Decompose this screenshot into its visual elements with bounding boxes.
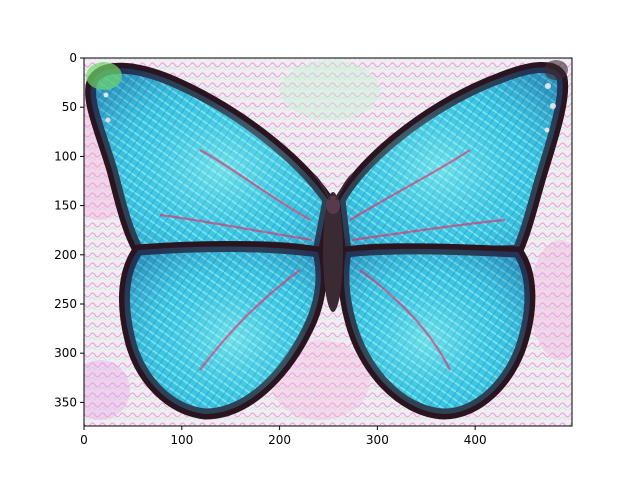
y-tick-label: 250 — [54, 297, 77, 311]
y-tick-label: 100 — [54, 149, 77, 163]
y-tick-label: 150 — [54, 199, 77, 213]
y-tick-label: 350 — [54, 395, 77, 409]
x-tick-label: 0 — [80, 433, 88, 447]
butterfly-image — [84, 58, 572, 426]
x-tick-label: 300 — [366, 433, 389, 447]
y-tick-label: 200 — [54, 248, 77, 262]
wing-veins — [159, 149, 506, 371]
butterfly-body — [313, 174, 353, 312]
edge-spots — [103, 83, 556, 133]
axes-frame — [83, 57, 573, 427]
x-tick-label: 400 — [464, 433, 487, 447]
y-axis: 0 50 100 150 200 250 300 350 — [54, 51, 84, 409]
y-tick-label: 0 — [69, 51, 77, 65]
y-tick-label: 50 — [62, 100, 77, 114]
x-tick-label: 100 — [170, 433, 193, 447]
x-tick-label: 200 — [268, 433, 291, 447]
x-axis: 0 100 200 300 400 — [80, 426, 487, 447]
y-tick-label: 300 — [54, 346, 77, 360]
